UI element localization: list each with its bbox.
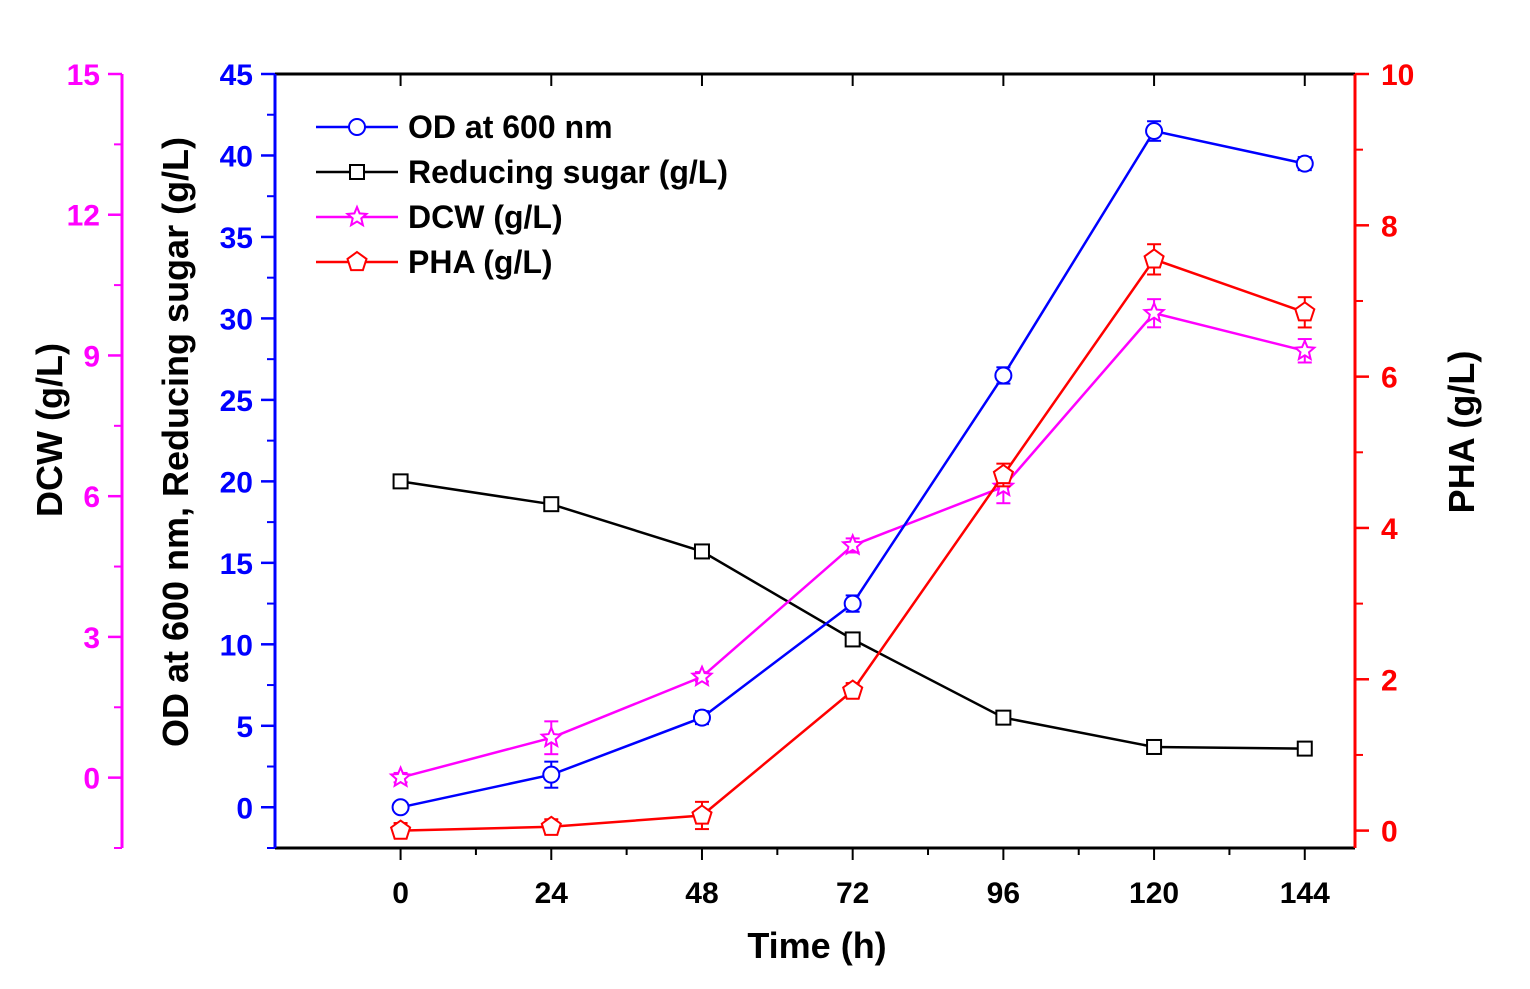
data-point-dcw-g-l bbox=[690, 664, 714, 688]
od-sugar-axis-tick-label: 30 bbox=[220, 303, 253, 336]
legend-label-sugar: Reducing sugar (g/L) bbox=[408, 154, 728, 190]
pha-axis-tick-label: 6 bbox=[1381, 362, 1398, 395]
data-point-dcw-g-l bbox=[388, 764, 413, 788]
pha-axis-tick-label: 4 bbox=[1381, 513, 1398, 546]
x-tick-label: 0 bbox=[392, 877, 409, 910]
pha-axis-tick-label: 2 bbox=[1381, 664, 1398, 697]
dcw-axis-tick-label: 6 bbox=[83, 481, 100, 514]
od-sugar-axis-tick-label: 10 bbox=[220, 629, 253, 662]
data-point-pha-g-l bbox=[1143, 248, 1165, 269]
legend: OD at 600 nm Reducing sugar (g/L) DCW (g… bbox=[316, 109, 728, 280]
dcw-axis-tick-label: 9 bbox=[83, 340, 100, 373]
data-point-pha-g-l bbox=[842, 679, 864, 700]
x-tick-label: 144 bbox=[1280, 877, 1330, 910]
data-point-pha-g-l bbox=[691, 804, 713, 825]
od-sugar-axis-tick-label: 20 bbox=[220, 466, 253, 499]
data-point-dcw-g-l bbox=[1142, 300, 1167, 324]
od-sugar-axis-tick-label: 40 bbox=[220, 140, 253, 173]
legend-marker-pha-g-l bbox=[346, 250, 368, 272]
od-sugar-axis-tick-label: 15 bbox=[220, 548, 253, 581]
data-point-pha-g-l bbox=[1294, 301, 1316, 322]
dcw-axis: 0 3 6 9 12 15 bbox=[67, 59, 124, 849]
data-point-reducing-sugar-g-l bbox=[693, 543, 710, 560]
x-tick-label: 72 bbox=[836, 877, 869, 910]
od-sugar-axis-tick-label: 5 bbox=[236, 711, 253, 744]
data-point-od-at-600-nm bbox=[542, 765, 561, 784]
pha-axis-title: PHA (g/L) bbox=[1441, 351, 1482, 514]
legend-label-dcw: DCW (g/L) bbox=[408, 199, 563, 235]
data-point-od-at-600-nm bbox=[843, 594, 862, 613]
data-point-reducing-sugar-g-l bbox=[1146, 738, 1163, 755]
data-point-reducing-sugar-g-l bbox=[995, 709, 1012, 726]
dcw-axis-tick-label: 12 bbox=[67, 200, 100, 233]
legend-marker-od-at-600-nm bbox=[348, 118, 366, 136]
series-pha-g-l bbox=[389, 243, 1316, 840]
data-point-pha-g-l bbox=[540, 815, 562, 836]
pha-axis-tick-label: 8 bbox=[1381, 210, 1398, 243]
data-point-reducing-sugar-g-l bbox=[392, 473, 409, 490]
legend-label-od: OD at 600 nm bbox=[408, 109, 613, 145]
pha-axis-tick-label: 0 bbox=[1381, 816, 1398, 849]
data-point-dcw-g-l bbox=[539, 725, 564, 749]
plot-frame bbox=[275, 72, 1355, 850]
series-reducing-sugar-g-l bbox=[392, 473, 1313, 757]
pha-axis-tick-label: 10 bbox=[1381, 59, 1414, 92]
dcw-axis-tick-label: 3 bbox=[83, 622, 100, 655]
data-point-od-at-600-nm bbox=[692, 708, 711, 727]
data-point-od-at-600-nm bbox=[994, 366, 1013, 385]
data-point-reducing-sugar-g-l bbox=[844, 631, 861, 648]
legend-marker-dcw-g-l bbox=[345, 204, 369, 228]
x-tick-label: 48 bbox=[685, 877, 718, 910]
od-sugar-axis-tick-label: 0 bbox=[236, 792, 253, 825]
legend-item-sugar: Reducing sugar (g/L) bbox=[408, 154, 728, 190]
data-point-pha-g-l bbox=[992, 463, 1015, 485]
pha-axis: 0 2 4 6 8 10 bbox=[1353, 59, 1414, 849]
series-layer bbox=[388, 120, 1317, 840]
axes: 0 24 48 72 96 120 1440369121505101520253035404… bbox=[67, 59, 1415, 910]
od-sugar-axis: 0 5 10 15 20 25 30 35 40 45 bbox=[220, 59, 277, 849]
series-line-reducing-sugar-g-l bbox=[400, 480, 1305, 750]
data-point-dcw-g-l bbox=[840, 532, 865, 556]
legend-label-pha: PHA (g/L) bbox=[408, 244, 553, 280]
x-axis-title: Time (h) bbox=[747, 925, 886, 966]
data-point-reducing-sugar-g-l bbox=[1296, 740, 1313, 757]
dcw-axis-tick-label: 0 bbox=[83, 763, 100, 796]
od-sugar-axis-tick-label: 25 bbox=[220, 385, 253, 418]
data-point-pha-g-l bbox=[389, 819, 412, 840]
dcw-axis-title: DCW (g/L) bbox=[29, 343, 70, 517]
data-point-reducing-sugar-g-l bbox=[543, 496, 560, 513]
dcw-axis-tick-label: 15 bbox=[67, 59, 100, 92]
x-tick-label: 120 bbox=[1129, 877, 1179, 910]
data-point-od-at-600-nm bbox=[1295, 154, 1314, 173]
legend-item-pha: PHA (g/L) bbox=[408, 244, 553, 280]
x-tick-label: 24 bbox=[535, 877, 569, 910]
x-tick-label: 96 bbox=[987, 877, 1020, 910]
data-point-dcw-g-l bbox=[1292, 338, 1317, 362]
od-sugar-axis-tick-label: 45 bbox=[220, 59, 253, 92]
data-point-od-at-600-nm bbox=[391, 798, 410, 817]
series-od-at-600-nm bbox=[391, 120, 1314, 817]
od-sugar-axis-title: OD at 600 nm, Reducing sugar (g/L) bbox=[155, 137, 196, 747]
legend-item-od: OD at 600 nm bbox=[408, 109, 613, 145]
data-point-od-at-600-nm bbox=[1145, 122, 1164, 141]
series-dcw-g-l bbox=[388, 298, 1317, 788]
legend-item-dcw: DCW (g/L) bbox=[408, 199, 563, 235]
legend-marker-reducing-sugar-g-l bbox=[349, 164, 365, 180]
od-sugar-axis-tick-label: 35 bbox=[220, 222, 253, 255]
